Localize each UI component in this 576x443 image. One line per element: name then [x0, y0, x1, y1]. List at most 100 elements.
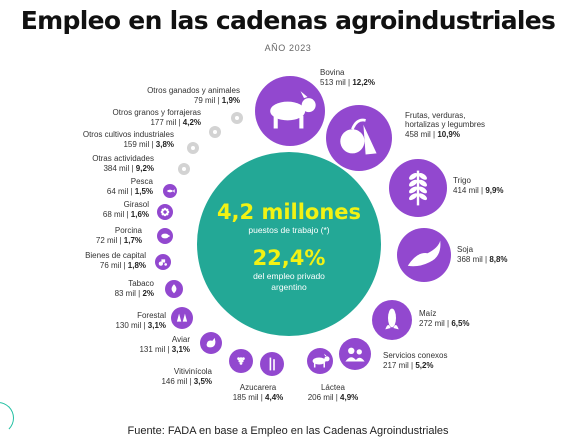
pct-text: 3,8% — [156, 140, 174, 149]
soybean-icon — [407, 240, 441, 267]
center-circle — [197, 152, 381, 336]
bubble-item: Frutas, verduras,hortalizas y legumbres4… — [326, 105, 485, 171]
bubble-name-label: Trigo — [453, 176, 471, 185]
bubble-value-label: 368 mil | 8,8% — [457, 255, 508, 264]
bubble-name-label: Pesca — [131, 177, 154, 186]
pct-text: 3,1% — [148, 321, 166, 330]
people-icon — [345, 347, 365, 362]
bubble-value-label: 384 mil | 9,2% — [103, 164, 154, 173]
chart-title: Empleo en las cadenas agroindustriales — [20, 6, 556, 35]
bubble-value-label: 83 mil | 2% — [115, 289, 154, 298]
dairy-cow-icon — [312, 353, 330, 368]
bubble-value-label: 79 mil | 1,9% — [194, 96, 240, 105]
pct-text: 1,9% — [222, 96, 240, 105]
center-total-text: 4,2 millones — [217, 200, 361, 224]
bubble-value-label: 131 mil | 3,1% — [139, 345, 190, 354]
value-text: 185 mil | — [233, 393, 265, 402]
bubble-name-label: Bovina — [320, 68, 345, 77]
center-share-line2: argentino — [271, 282, 307, 292]
bubble-value-label: 76 mil | 1,8% — [100, 261, 146, 270]
center-share-line1: del empleo privado — [253, 271, 325, 281]
pig-icon — [161, 233, 170, 239]
pct-text: 8,8% — [489, 255, 507, 264]
value-text: 131 mil | — [139, 345, 171, 354]
other-activities-icon — [182, 167, 186, 171]
pct-text: 1,8% — [128, 261, 146, 270]
bubble-name-label: Otros ganados y animales — [147, 86, 240, 95]
grapes-icon — [237, 357, 245, 365]
grain-icon — [213, 130, 217, 134]
pct-text: 4,9% — [340, 393, 358, 402]
bubble-name-label: Soja — [457, 245, 474, 254]
bubble-value-label: 458 mil | 10,9% — [405, 130, 460, 139]
bubble-name-label: Vitivinícola — [174, 367, 213, 376]
bubble-name-label: Bienes de capital — [85, 251, 146, 260]
bubble-name-label: Aviar — [172, 335, 190, 344]
trees-icon — [176, 313, 188, 322]
bubble-name-label: hortalizas y legumbres — [405, 120, 485, 129]
bubble-value-label: 146 mil | 3,5% — [161, 377, 212, 386]
value-text: 79 mil | — [194, 96, 222, 105]
wheat-icon — [408, 170, 428, 206]
bubble-name-label: Porcina — [115, 226, 143, 235]
center-total-label: puestos de trabajo (*) — [248, 225, 329, 235]
bubble-value-label: 68 mil | 1,6% — [103, 210, 149, 219]
bubble-name-label: Otros granos y forrajeras — [113, 108, 201, 117]
pct-text: 10,9% — [437, 130, 460, 139]
bubble-name-label: Otras actividades — [92, 154, 154, 163]
tractor-icon — [158, 259, 167, 266]
value-text: 72 mil | — [96, 236, 124, 245]
bubble-circle — [171, 307, 193, 329]
bubble-name-label: Girasol — [124, 200, 150, 209]
bubble-value-label: 217 mil | 5,2% — [383, 361, 434, 370]
bubble-name-label: Láctea — [321, 383, 346, 392]
value-text: 513 mil | — [320, 78, 352, 87]
bubble-value-label: 159 mil | 3,8% — [123, 140, 174, 149]
bubble-circle — [339, 338, 371, 370]
fish-icon — [166, 189, 175, 193]
bubble-value-label: 72 mil | 1,7% — [96, 236, 142, 245]
bubble-value-label: 64 mil | 1,5% — [107, 187, 153, 196]
bubble-value-label: 414 mil | 9,9% — [453, 186, 504, 195]
other-crops-icon — [191, 146, 195, 150]
center-share-text: 22,4% — [253, 246, 326, 270]
value-text: 64 mil | — [107, 187, 135, 196]
sunflower-icon — [160, 207, 170, 217]
value-text: 414 mil | — [453, 186, 485, 195]
corn-icon — [385, 308, 399, 330]
value-text: 130 mil | — [115, 321, 147, 330]
bubble-circle — [260, 352, 284, 376]
pct-text: 9,2% — [136, 164, 154, 173]
value-text: 458 mil | — [405, 130, 437, 139]
bubble-name-label: Azucarera — [240, 383, 277, 392]
value-text: 217 mil | — [383, 361, 415, 370]
pct-text: 4,4% — [265, 393, 283, 402]
pct-text: 3,1% — [172, 345, 190, 354]
bubble-value-label: 272 mil | 6,5% — [419, 319, 470, 328]
bubble-value-label: 185 mil | 4,4% — [233, 393, 284, 402]
pct-text: 4,2% — [183, 118, 201, 127]
value-text: 76 mil | — [100, 261, 128, 270]
chicken-icon — [206, 337, 216, 348]
value-text: 272 mil | — [419, 319, 451, 328]
chart-subtitle: AÑO 2023 — [264, 43, 312, 53]
pct-text: 9,9% — [485, 186, 503, 195]
pct-text: 2% — [142, 289, 154, 298]
fruit-icon — [340, 118, 377, 155]
